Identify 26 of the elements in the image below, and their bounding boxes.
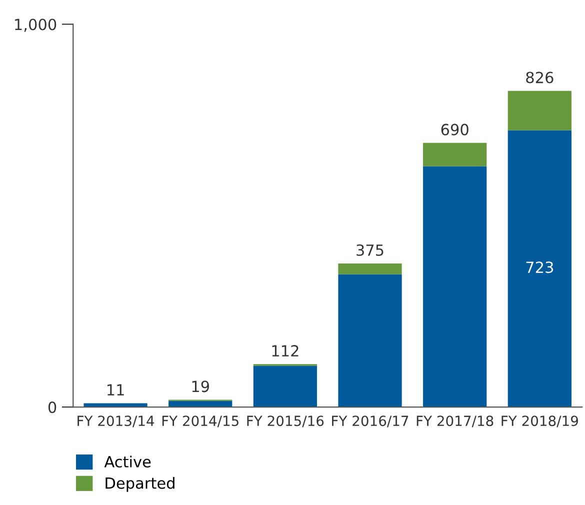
- x-tick-label: FY 2017/18: [416, 416, 494, 428]
- bar: [338, 263, 402, 274]
- bar: [508, 90, 572, 130]
- bar: [423, 142, 487, 166]
- total-label: 375: [356, 244, 384, 256]
- bar: [253, 366, 317, 408]
- bar: [84, 403, 148, 408]
- x-tick-label: FY 2016/17: [332, 416, 408, 428]
- legend-label: Active: [104, 456, 151, 468]
- x-tick-label: FY 2018/19: [502, 416, 578, 428]
- y-tick-label: 1,000: [15, 18, 56, 32]
- x-tick-label: FY 2015/16: [247, 416, 324, 428]
- total-label: 19: [192, 380, 210, 392]
- total-label: 11: [107, 384, 124, 396]
- legend-label: Departed: [106, 477, 174, 492]
- total-label: 826: [526, 72, 554, 84]
- x-tick-label: FY 2014/15: [162, 416, 238, 428]
- x-tick-label: FY 2013/14: [78, 416, 154, 428]
- data-label: 723: [526, 262, 554, 274]
- bar: [508, 130, 572, 408]
- total-label: 690: [441, 124, 468, 136]
- y-tick-label: 0: [48, 401, 56, 414]
- bar: [168, 400, 232, 408]
- bar: [423, 166, 487, 408]
- bar: [338, 274, 402, 408]
- total-label: 112: [272, 345, 298, 356]
